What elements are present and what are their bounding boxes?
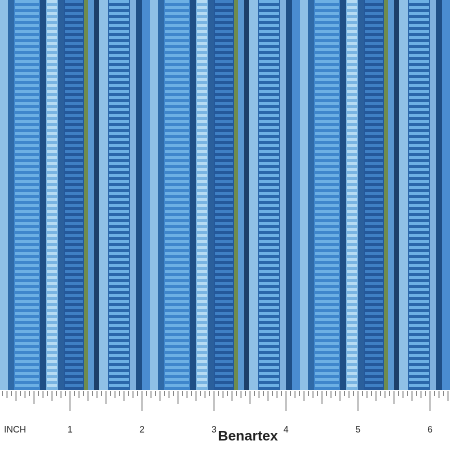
unit-label: INCH [4,424,26,434]
ruler-labels: 1 2 3 4 5 6 [67,424,432,434]
ruler-number: 3 [211,424,216,434]
ruler-number: 1 [67,424,72,434]
ruler-number: 4 [283,424,288,434]
ruler-number: 2 [139,424,144,434]
brand-logo: Benartex [218,428,278,444]
ruler [0,390,450,450]
fabric [0,0,450,390]
ruler-number: 5 [355,424,360,434]
ruler-number: 6 [427,424,432,434]
ruler-ticks [2,391,449,411]
